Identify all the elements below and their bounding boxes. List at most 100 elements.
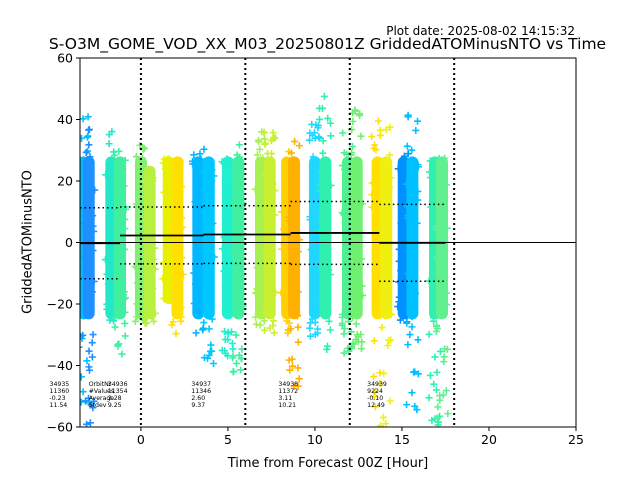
point-marker <box>142 169 150 177</box>
point-marker <box>132 264 140 272</box>
point-marker <box>429 165 437 173</box>
point-marker <box>387 174 395 182</box>
point-marker <box>88 339 96 347</box>
point-marker <box>88 288 96 296</box>
point-marker <box>414 196 422 204</box>
point-marker <box>80 373 85 381</box>
point-marker <box>326 326 334 334</box>
point-marker <box>171 272 179 280</box>
point-marker <box>386 151 394 159</box>
point-marker <box>141 297 149 305</box>
point-marker <box>238 345 246 353</box>
point-marker <box>429 175 437 183</box>
point-marker <box>326 271 334 279</box>
point-marker <box>359 291 367 299</box>
point-marker <box>112 313 120 321</box>
point-marker <box>141 186 149 194</box>
point-marker <box>160 188 168 196</box>
point-marker <box>161 165 169 173</box>
point-marker <box>133 300 141 308</box>
point-marker <box>291 137 299 145</box>
point-marker <box>306 216 314 224</box>
point-marker <box>146 227 154 235</box>
point-marker <box>315 115 323 123</box>
point-marker <box>121 225 129 233</box>
point-marker <box>200 187 208 195</box>
point-marker <box>438 193 446 201</box>
point-marker <box>411 402 419 410</box>
point-marker <box>80 115 87 123</box>
point-marker <box>394 303 402 311</box>
point-marker <box>340 211 348 219</box>
point-marker <box>444 410 452 418</box>
point-marker <box>84 147 92 155</box>
point-marker <box>395 257 403 265</box>
point-marker <box>115 268 123 276</box>
point-marker <box>192 329 200 337</box>
point-cluster <box>285 137 304 390</box>
point-marker <box>177 274 185 282</box>
point-marker <box>294 338 302 346</box>
point-marker <box>206 347 214 355</box>
point-marker <box>236 216 244 224</box>
point-marker <box>291 293 299 301</box>
point-marker <box>412 126 420 134</box>
x-tick-label: 15 <box>394 432 410 447</box>
point-marker <box>295 375 303 383</box>
point-marker <box>442 181 450 189</box>
point-marker <box>84 301 92 309</box>
x-axis-label: Time from Forecast 00Z [Hour] <box>227 456 429 471</box>
point-marker <box>229 251 237 259</box>
point-marker <box>237 355 245 363</box>
point-marker <box>408 323 416 331</box>
point-marker <box>380 157 388 165</box>
point-marker <box>171 163 179 171</box>
point-marker <box>191 280 199 288</box>
point-marker <box>104 280 112 288</box>
point-marker <box>394 165 402 173</box>
point-marker <box>110 151 118 159</box>
point-marker <box>237 240 245 248</box>
point-marker <box>289 159 297 167</box>
point-marker <box>288 188 296 196</box>
point-marker <box>267 222 275 230</box>
point-marker <box>85 141 93 149</box>
point-marker <box>210 253 218 261</box>
point-marker <box>86 419 94 427</box>
point-marker <box>269 180 277 188</box>
point-marker <box>121 332 129 340</box>
stat-value: 10.21 <box>278 402 296 409</box>
point-marker <box>414 187 422 195</box>
point-marker <box>88 353 96 361</box>
point-marker <box>118 230 126 238</box>
point-marker <box>90 227 98 235</box>
point-marker <box>115 147 123 155</box>
point-marker <box>432 323 440 331</box>
point-marker <box>238 254 246 262</box>
point-marker <box>259 154 267 162</box>
point-marker <box>406 331 414 339</box>
point-marker <box>136 141 144 149</box>
chart-title: S-O3M_GOME_VOD_XX_M03_20250801Z GriddedA… <box>48 35 607 53</box>
point-marker <box>425 330 433 338</box>
point-marker <box>339 129 347 137</box>
point-marker <box>380 208 388 216</box>
point-marker <box>404 341 412 349</box>
point-marker <box>252 313 260 321</box>
point-marker <box>281 160 289 168</box>
point-marker <box>408 389 416 397</box>
point-marker <box>260 171 268 179</box>
point-marker <box>309 254 317 262</box>
point-marker <box>209 219 217 227</box>
point-marker <box>410 163 418 171</box>
point-marker <box>288 149 296 157</box>
point-marker <box>85 347 93 355</box>
point-marker <box>400 152 408 160</box>
forecast-lines <box>139 58 456 427</box>
point-marker <box>106 203 114 211</box>
point-marker <box>427 203 435 211</box>
point-marker <box>326 119 334 127</box>
point-marker <box>380 262 388 270</box>
point-marker <box>143 305 151 313</box>
